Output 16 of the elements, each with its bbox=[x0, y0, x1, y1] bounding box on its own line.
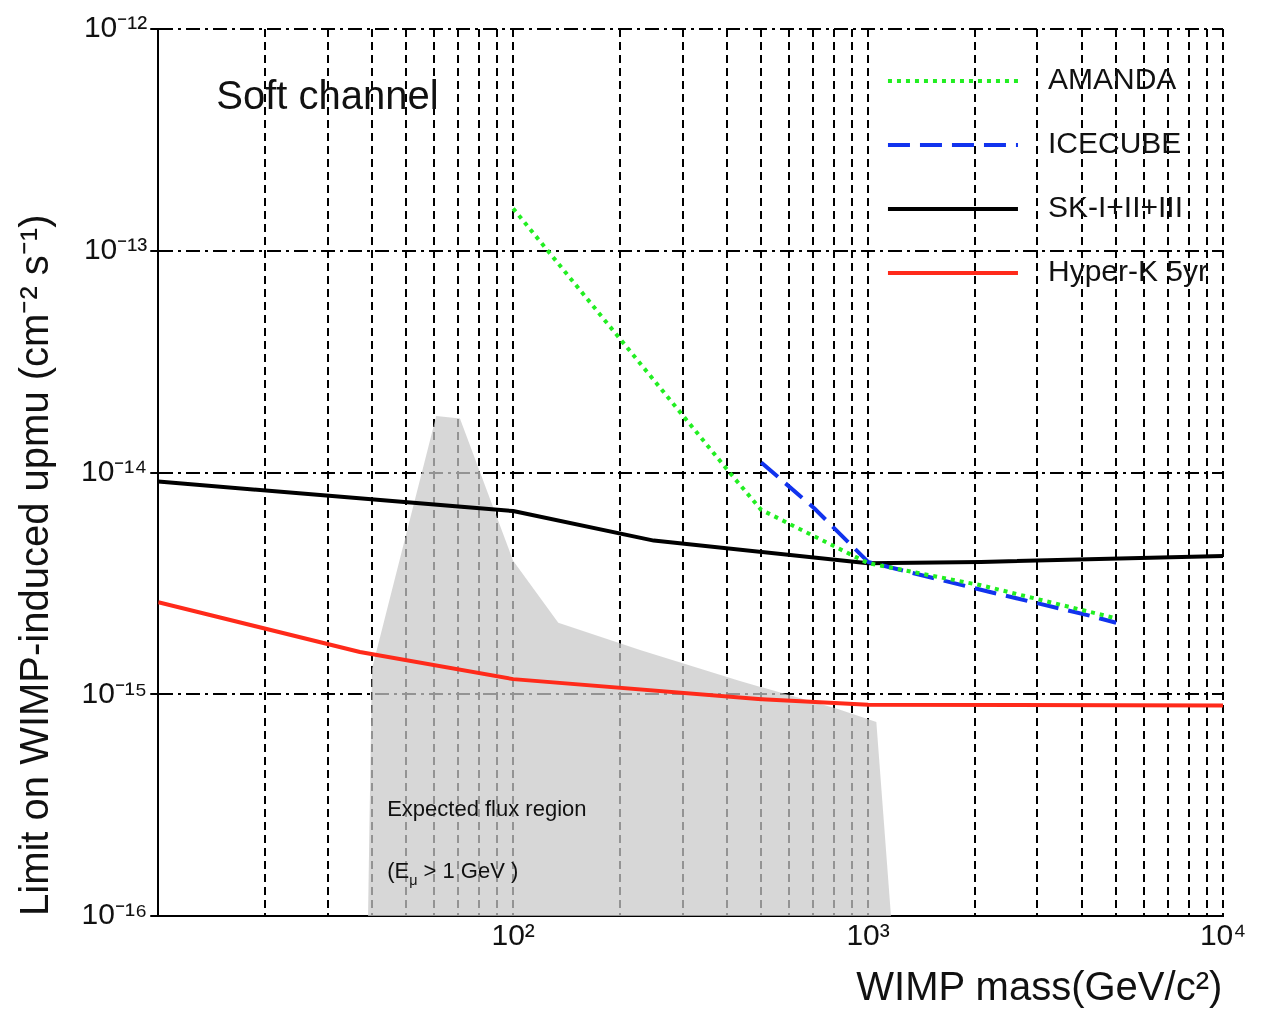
legend-label: AMANDA bbox=[1047, 62, 1177, 96]
legend-label: Hyper-K 5yr bbox=[1047, 254, 1209, 288]
annotation: Expected flux region bbox=[387, 796, 587, 821]
x-tick-label: 10³ bbox=[846, 918, 890, 952]
legend-label: SK-I+II+III bbox=[1047, 190, 1184, 224]
x-axis-title: WIMP mass(GeV/c²) bbox=[856, 964, 1223, 1009]
y-tick-label: 10⁻¹⁴ bbox=[81, 453, 148, 487]
legend-label: ICECUBE bbox=[1047, 126, 1182, 160]
x-tick-label: 10² bbox=[491, 918, 535, 952]
y-tick-label: 10⁻¹³ bbox=[83, 232, 148, 266]
y-axis-title: Limit on WIMP-induced upmu (cm⁻² s⁻¹) bbox=[12, 214, 56, 916]
y-tick-label: 10⁻¹² bbox=[83, 10, 148, 44]
y-tick-label: 10⁻¹⁵ bbox=[81, 675, 148, 709]
annotation: Soft channel bbox=[216, 73, 439, 117]
x-tick-label: 10⁴ bbox=[1199, 918, 1247, 952]
y-tick-label: 10⁻¹⁶ bbox=[81, 897, 148, 931]
